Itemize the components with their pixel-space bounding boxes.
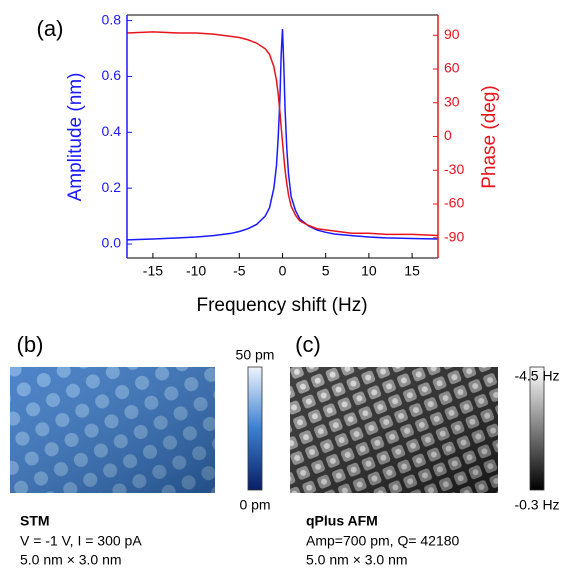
x-tick-label: -15 <box>143 263 163 279</box>
x-tick-label: -10 <box>186 263 206 279</box>
panel-label: (a) <box>37 16 64 41</box>
stm-image <box>10 367 215 493</box>
colorbar-max: -4.5 Hz <box>514 368 559 384</box>
colorbar-max: 50 pm <box>236 347 275 363</box>
colorbar <box>529 366 545 491</box>
y2-axis-label: Phase (deg) <box>479 85 500 189</box>
y-tick-label: 0.8 <box>102 11 122 27</box>
y2-tick-label: -90 <box>444 228 464 244</box>
y2-tick-label: 0 <box>444 127 452 143</box>
x-tick-label: 5 <box>322 263 330 279</box>
y-tick-label: 0.6 <box>102 67 122 83</box>
panel-text: 5.0 nm × 3.0 nm <box>306 552 408 568</box>
panel-title: STM <box>20 513 50 529</box>
y-tick-label: 0.0 <box>102 235 122 251</box>
colorbar <box>247 366 263 491</box>
data-line <box>126 31 439 237</box>
panel-text: V = -1 V, I = 300 pA <box>20 533 142 549</box>
data-line <box>126 28 439 241</box>
panel-title: qPlus AFM <box>306 513 378 529</box>
panel-label: (b) <box>17 332 44 357</box>
panel-label: (c) <box>295 332 321 357</box>
afm-image <box>290 367 498 493</box>
panel-text: 5.0 nm × 3.0 nm <box>20 552 122 568</box>
y2-tick-label: -30 <box>444 161 464 177</box>
panel-text: Amp=700 pm, Q= 42180 <box>306 533 460 549</box>
colorbar-min: 0 pm <box>239 497 270 513</box>
y2-tick-label: 90 <box>444 26 460 42</box>
x-tick-label: -5 <box>233 263 246 279</box>
y-tick-label: 0.2 <box>102 179 122 195</box>
x-tick-label: 15 <box>404 263 420 279</box>
x-axis-label: Frequency shift (Hz) <box>196 295 367 316</box>
y2-tick-label: 60 <box>444 60 460 76</box>
y-tick-label: 0.4 <box>102 123 122 139</box>
y-axis-label: Amplitude (nm) <box>65 73 86 202</box>
x-tick-label: 0 <box>279 263 287 279</box>
y2-tick-label: 30 <box>444 93 460 109</box>
colorbar-min: -0.3 Hz <box>514 497 559 513</box>
x-tick-label: 10 <box>361 263 377 279</box>
y2-tick-label: -60 <box>444 195 464 211</box>
